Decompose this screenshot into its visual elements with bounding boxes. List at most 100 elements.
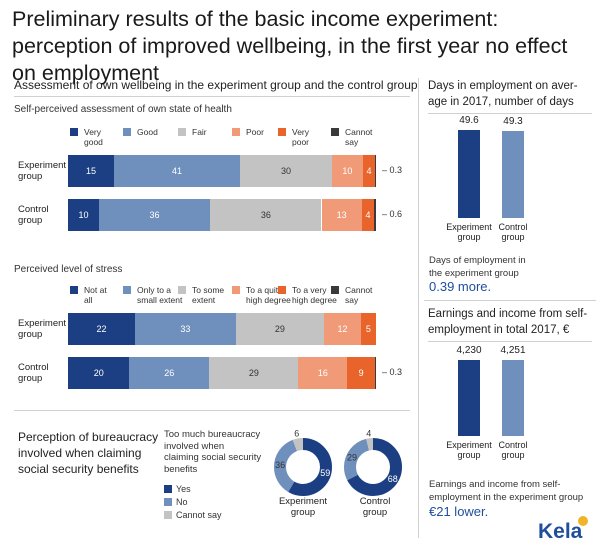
stress-bar-segment: 26 <box>129 357 210 389</box>
donut-segment <box>274 438 332 496</box>
bureaucracy-divider <box>14 410 410 411</box>
donut-legend-label: No <box>176 497 188 507</box>
right-divider <box>424 300 596 301</box>
donut-segment <box>344 438 402 496</box>
health-bar-segment <box>375 155 376 187</box>
earnings-chart-title: Earnings and income from self- employmen… <box>428 308 588 336</box>
donut-value-label: 68 <box>388 474 398 484</box>
health-bar-segment: 4 <box>361 199 375 231</box>
donut-caption-control: Control group <box>359 496 391 518</box>
wellbeing-section-title: Assessment of own wellbeing in the exper… <box>14 78 418 92</box>
earnings-note-highlight: €21 lower. <box>429 504 489 519</box>
donut-legend-label: Cannot say <box>176 510 222 520</box>
health-outside-value: – 0.6 <box>382 209 403 219</box>
stress-bar-segment: 9 <box>347 357 375 389</box>
stress-legend-swatch <box>123 286 131 294</box>
health-legend-label: Very poor <box>292 127 310 147</box>
health-legend-swatch <box>232 128 240 136</box>
donut-charts: 59 36 6 68 29 4 <box>274 428 402 496</box>
bar-value-label: 4,251 <box>500 345 526 356</box>
health-legend-label: Poor <box>246 127 264 137</box>
health-bar-segment: 30 <box>240 155 333 187</box>
donut-value-label: 6 <box>294 429 299 439</box>
days-divider <box>428 113 592 114</box>
bar-value-label: 49.6 <box>459 115 479 126</box>
page-title: Preliminary results of the basic income … <box>12 7 568 85</box>
donut-value-label: 4 <box>366 428 371 438</box>
donut-segment <box>274 438 332 496</box>
donut-legend-swatch <box>164 511 172 519</box>
health-bar-segment: 36 <box>98 199 211 231</box>
stress-legend-label: Cannot say <box>345 285 373 305</box>
donut-value-label: 29 <box>347 453 357 463</box>
health-legend-label: Fair <box>192 127 207 137</box>
health-legend-label: Very good <box>84 127 103 147</box>
health-bar-segment: 10 <box>332 155 363 187</box>
stress-legend-label: Only to a small extent <box>137 285 183 305</box>
stress-bar-segment: 29 <box>209 357 299 389</box>
donut-value-label: 36 <box>275 460 285 470</box>
health-bar-segment: 36 <box>210 199 322 231</box>
wellbeing-divider <box>14 96 410 97</box>
donut-value-label: 59 <box>320 468 330 478</box>
health-legend-label: Good <box>137 127 158 137</box>
stress-outside-value: – 0.3 <box>382 367 403 377</box>
stress-legend-label: To a quite high degree <box>246 285 291 305</box>
stress-bar-segment: 5 <box>360 313 376 345</box>
stress-chart-title: Perceived level of stress <box>14 264 123 275</box>
column-divider <box>418 78 419 538</box>
stress-legend-swatch <box>232 286 240 294</box>
stress-legend-label: To a very high degree <box>292 285 337 305</box>
stress-bar-segment: 22 <box>68 313 136 345</box>
stress-legend-label: To some extent <box>192 285 225 305</box>
stress-bar-segment: 16 <box>298 357 348 389</box>
health-legend-swatch <box>70 128 78 136</box>
bar-category-label: Control group <box>498 222 528 242</box>
stress-legend-swatch <box>70 286 78 294</box>
health-bar-segment: 10 <box>68 199 99 231</box>
donut-segment <box>344 438 402 496</box>
health-row-label: Experiment group <box>18 160 67 182</box>
health-bar-segment: 15 <box>68 155 115 187</box>
earnings-divider <box>428 341 592 342</box>
donut-caption-experiment: Experiment group <box>278 496 328 518</box>
health-bar-segment: 4 <box>362 155 376 187</box>
stress-legend-label: Not at all <box>84 285 107 305</box>
stress-bar-segment: 33 <box>135 313 236 345</box>
donut-legend-swatch <box>164 485 172 493</box>
health-outside-value: – 0.3 <box>382 165 403 175</box>
donut-chart-title: Too much bureaucracy involved when claim… <box>164 429 262 475</box>
health-legend-label: Cannot say <box>345 127 373 147</box>
health-bar-segment: 41 <box>114 155 240 187</box>
donut-legend-swatch <box>164 498 172 506</box>
days-note: Days of employment in the experiment gro… <box>429 255 526 279</box>
days-note-highlight: 0.39 more. <box>429 279 492 294</box>
health-legend-swatch <box>123 128 131 136</box>
bar-0 <box>458 360 480 436</box>
bar-0 <box>458 130 480 218</box>
health-row-label: Control group <box>18 204 49 226</box>
kela-logo: Kela <box>538 520 583 543</box>
stress-row-label: Control group <box>18 362 49 384</box>
logo-dot-icon <box>578 516 588 526</box>
donut-legend-label: Yes <box>176 484 191 494</box>
bar-1 <box>502 360 524 436</box>
days-chart-title: Days in employment on aver- age in 2017,… <box>428 80 578 108</box>
bar-category-label: Control group <box>498 440 528 460</box>
bar-value-label: 49.3 <box>503 115 523 127</box>
stress-legend-swatch <box>178 286 186 294</box>
bureaucracy-section-title: Perception of bureaucracy involved when … <box>18 430 159 476</box>
stress-bar-segment: 12 <box>324 313 361 345</box>
stress-legend-swatch <box>278 286 286 294</box>
health-legend-swatch <box>278 128 286 136</box>
health-bar-segment: 13 <box>321 199 362 231</box>
bar-value-label: 4,230 <box>456 345 482 357</box>
stress-bar-segment <box>375 357 376 389</box>
stress-bar-segment: 20 <box>68 357 130 389</box>
health-legend-swatch <box>331 128 339 136</box>
stress-row-label: Experiment group <box>18 318 67 340</box>
stress-bar-segment: 29 <box>235 313 325 345</box>
bar-1 <box>502 130 524 218</box>
health-bar-segment <box>374 199 376 231</box>
earnings-note: Earnings and income from self- employmen… <box>429 479 584 503</box>
